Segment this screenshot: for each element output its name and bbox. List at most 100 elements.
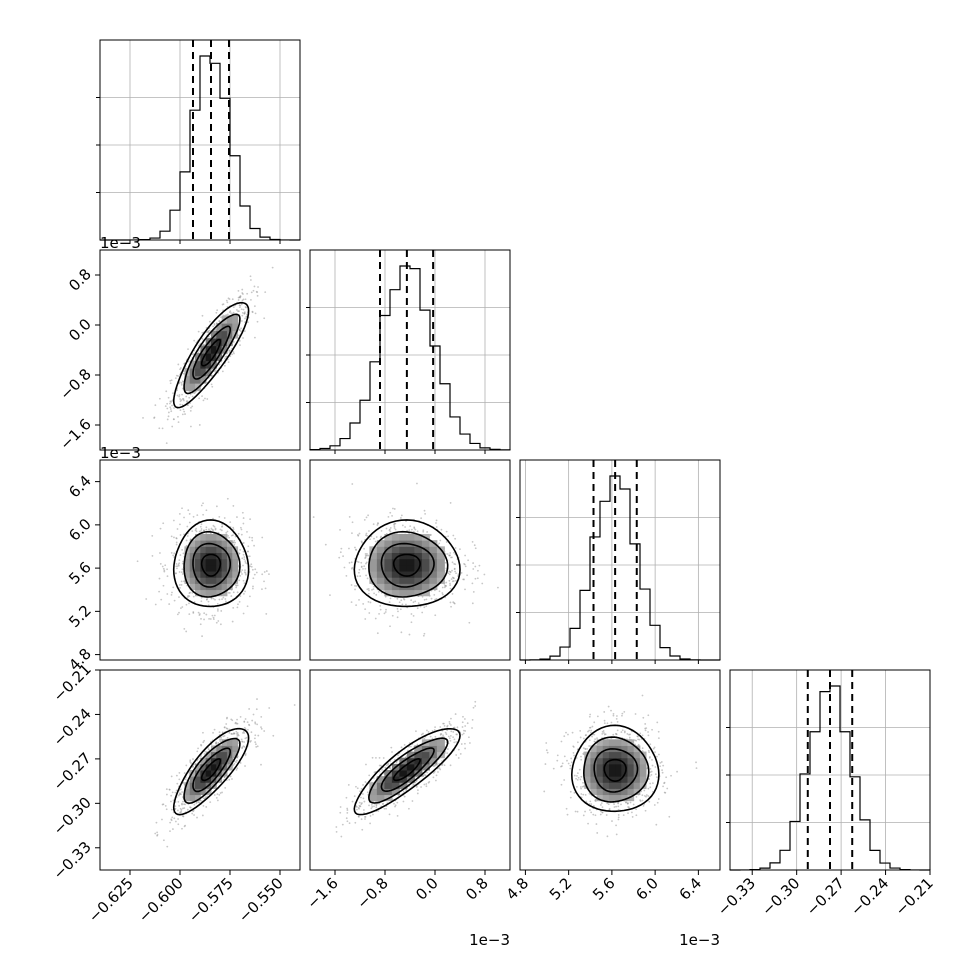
scatter-point [471,718,474,721]
density-cell [232,571,239,578]
scatter-point [476,577,479,580]
scatter-point [176,613,179,616]
scatter-point [474,547,477,550]
density-cell [205,571,212,578]
scatter-point [250,731,253,734]
scatter-point [178,611,180,614]
scatter-point [363,565,366,568]
scatter-point [189,409,192,412]
scatter-point [197,611,200,614]
scatter-point [374,540,377,543]
scatter-point [200,504,203,507]
scatter-point [241,511,244,514]
scatter-point [464,588,466,591]
scatter-point [170,593,173,596]
scatter-point [425,598,428,601]
density-cell [200,540,207,547]
scatter-point [175,537,178,539]
scatter-point [378,612,380,615]
scatter-point [378,756,381,759]
scatter-point [232,606,235,609]
scatter-point [329,594,331,597]
scatter-point [393,527,396,529]
scatter-point [441,586,444,589]
scatter-point [237,532,240,535]
scatter-point [445,530,448,533]
scatter-point [171,399,174,402]
scatter-point [177,421,180,424]
scatter-point [188,592,191,595]
scatter-point [250,563,253,566]
scatter-point [342,555,344,558]
scatter-point [260,715,263,718]
scatter-point [452,534,455,537]
scatter-point [394,528,397,531]
scatter-point [237,289,240,292]
scatter-point [213,324,216,326]
scatter-point [367,600,370,603]
scatter-point [368,612,371,614]
scatter-point [351,532,353,535]
density-cell [195,571,201,578]
scatter-point [260,727,263,730]
scatter-point [416,607,419,610]
scatter-point [175,565,178,568]
scatter-point [435,526,438,528]
scatter-point [175,563,178,565]
panel-content [154,698,296,848]
scatter-point [455,579,457,582]
scatter-point [383,807,386,810]
scatter-point [396,616,399,619]
scatter-point [177,363,180,366]
scatter-point [250,298,252,301]
scatter-point [209,618,212,620]
scatter-point [160,598,163,601]
scatter-point [455,572,457,575]
scatter-point [497,586,499,589]
scatter-point [169,379,172,382]
histogram-step [519,475,721,661]
scatter-point [448,720,451,723]
scatter-point [181,548,184,551]
density-cell [200,360,207,369]
scatter-point [227,361,230,363]
scatter-point [424,512,427,515]
scatter-point [260,763,262,766]
scatter-point [453,568,456,570]
scatter-point [192,595,195,598]
density-cell [195,583,201,591]
density-cell [226,315,233,324]
scatter-point [199,525,202,528]
scatter-point [454,547,457,549]
scatter-point [239,715,242,718]
scatter-point [181,827,183,830]
scatter-point [178,559,181,562]
scatter-point [347,784,350,786]
scatter-point [379,608,382,611]
scatter-point [163,570,166,573]
scatter-point [240,528,243,531]
scatter-point [444,561,447,564]
density-cell [195,375,201,384]
scatter-point [457,757,460,759]
density-cell [184,564,191,572]
scatter-point [253,544,255,547]
scatter-point [163,569,166,572]
scatter-point [166,402,169,405]
scatter-point [408,529,411,532]
scatter-point [188,521,191,524]
density-cell [189,583,196,591]
scatter-point [246,531,248,533]
scatter-point [166,845,169,848]
density-cell [195,589,201,597]
density-cell [200,577,207,584]
scatter-point [217,620,220,622]
scatter-point [356,560,358,563]
scatter-point [153,417,156,419]
scatter-point [200,600,203,603]
scatter-point [552,767,555,770]
scatter-point [243,582,246,585]
scatter-point [354,821,357,824]
density-panel-0-2 [99,459,301,661]
scatter-point [427,731,430,733]
